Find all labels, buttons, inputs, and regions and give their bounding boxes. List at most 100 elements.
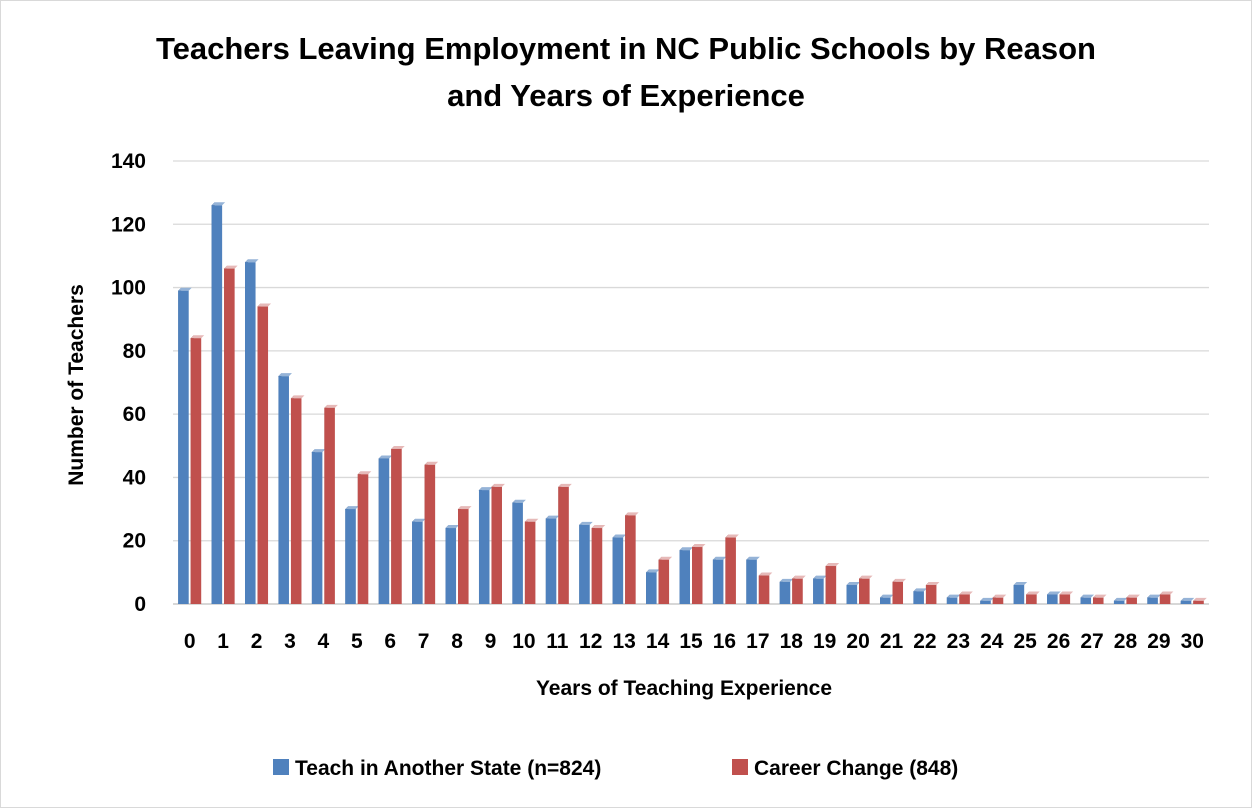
bar-front bbox=[992, 597, 1004, 604]
bar-front bbox=[959, 594, 970, 604]
bar-front bbox=[725, 537, 736, 604]
bar-front bbox=[579, 524, 590, 604]
bar-front bbox=[178, 290, 189, 604]
bar-top bbox=[992, 594, 1007, 598]
bar-top bbox=[679, 547, 693, 551]
bar-front bbox=[792, 578, 803, 604]
bar-teach-another-state bbox=[412, 518, 426, 604]
bar-top bbox=[311, 449, 326, 453]
bar-front bbox=[859, 578, 870, 604]
bar-top bbox=[190, 335, 205, 339]
x-tick-label: 11 bbox=[546, 630, 569, 653]
bar-front bbox=[779, 581, 791, 604]
y-tick-label: 80 bbox=[123, 340, 146, 363]
bar-career-change bbox=[1193, 597, 1207, 604]
bar-teach-another-state bbox=[1180, 597, 1195, 604]
bar-front bbox=[391, 448, 402, 604]
x-tick-label: 6 bbox=[384, 630, 396, 653]
bar-front bbox=[424, 464, 436, 604]
bar-front bbox=[245, 262, 256, 604]
x-tick-label: 16 bbox=[713, 630, 736, 653]
bar-top bbox=[646, 569, 660, 573]
x-tick-label: 3 bbox=[284, 630, 296, 653]
bar-top bbox=[224, 265, 238, 269]
bar-front bbox=[357, 474, 369, 604]
bar-teach-another-state bbox=[178, 287, 192, 604]
bar-career-change bbox=[190, 335, 205, 604]
bar-top bbox=[491, 483, 505, 487]
legend-item: Teach in Another State (n=824) bbox=[273, 757, 601, 780]
x-tick-label: 21 bbox=[880, 630, 904, 653]
bar-top bbox=[1159, 591, 1174, 595]
x-axis-label: Years of Teaching Experience bbox=[536, 677, 832, 700]
x-tick-label: 10 bbox=[512, 630, 535, 653]
bar-front bbox=[625, 515, 636, 604]
x-tick-label: 17 bbox=[746, 630, 769, 653]
bar-teach-another-state bbox=[445, 525, 460, 604]
bar-teach-another-state bbox=[512, 499, 526, 604]
bar-front bbox=[679, 550, 690, 604]
bar-front bbox=[1080, 597, 1092, 604]
bar-career-change bbox=[524, 518, 539, 604]
bar-front bbox=[1026, 594, 1037, 604]
y-tick-label: 60 bbox=[123, 403, 146, 426]
bar-front bbox=[558, 486, 569, 604]
bar-front bbox=[1047, 594, 1058, 604]
bar-career-change bbox=[859, 575, 873, 604]
bar-front bbox=[311, 452, 323, 604]
bar-top bbox=[946, 594, 961, 598]
x-axis-ticks: 0 1 2 3 4 5 6 7 8 9 10 11 12 13 14 15 16 17 18 19 20 21 22 23 24… bbox=[184, 630, 1204, 653]
bar-front bbox=[892, 581, 904, 604]
bar-top bbox=[478, 487, 493, 491]
legend-label: Career Change (848) bbox=[754, 757, 958, 780]
bar-top bbox=[692, 544, 706, 548]
bar-teach-another-state bbox=[545, 515, 560, 604]
bar-front bbox=[712, 559, 724, 604]
bar-front bbox=[925, 585, 937, 604]
legend-swatch bbox=[273, 759, 289, 775]
bar-front bbox=[491, 486, 502, 604]
bar-top bbox=[345, 506, 359, 510]
bar-top bbox=[424, 461, 439, 465]
bar-top bbox=[813, 575, 827, 579]
bar-teach-another-state bbox=[880, 594, 894, 604]
bar-front bbox=[658, 559, 670, 604]
legend: Teach in Another State (n=824) Career Cha… bbox=[273, 757, 958, 780]
bar-teach-another-state bbox=[245, 259, 259, 604]
bar-front bbox=[1013, 585, 1025, 604]
bar-front bbox=[478, 490, 490, 604]
bar-front bbox=[290, 398, 302, 604]
bar-career-change bbox=[458, 506, 472, 604]
bar-top bbox=[512, 499, 526, 503]
x-tick-label: 28 bbox=[1114, 630, 1138, 653]
bar-teach-another-state bbox=[1147, 594, 1161, 604]
x-tick-label: 7 bbox=[418, 630, 430, 653]
x-tick-label: 26 bbox=[1047, 630, 1070, 653]
bar-top bbox=[412, 518, 426, 522]
bar-career-change bbox=[925, 582, 940, 604]
y-tick-label: 0 bbox=[134, 593, 146, 616]
bar-career-change bbox=[290, 395, 305, 604]
bar-front bbox=[1147, 597, 1158, 604]
bar-career-change bbox=[959, 591, 973, 604]
x-tick-label: 8 bbox=[451, 630, 463, 653]
bar-top bbox=[959, 591, 973, 595]
bar-front bbox=[224, 268, 235, 604]
bar-top bbox=[178, 287, 192, 291]
bar-teach-another-state bbox=[478, 487, 493, 604]
x-tick-label: 24 bbox=[980, 630, 1004, 653]
bar-career-change bbox=[491, 483, 505, 604]
bar-top bbox=[892, 578, 907, 582]
bar-top bbox=[1026, 591, 1040, 595]
bar-top bbox=[1080, 594, 1095, 598]
bar-teach-another-state bbox=[612, 534, 627, 604]
bar-career-change bbox=[658, 556, 673, 604]
bar-front bbox=[378, 458, 390, 604]
bar-front bbox=[880, 597, 891, 604]
bar-front bbox=[913, 591, 924, 604]
bar-teach-another-state bbox=[211, 202, 226, 605]
bar-top bbox=[445, 525, 460, 529]
bar-top bbox=[980, 597, 994, 601]
bar-top bbox=[846, 582, 861, 586]
